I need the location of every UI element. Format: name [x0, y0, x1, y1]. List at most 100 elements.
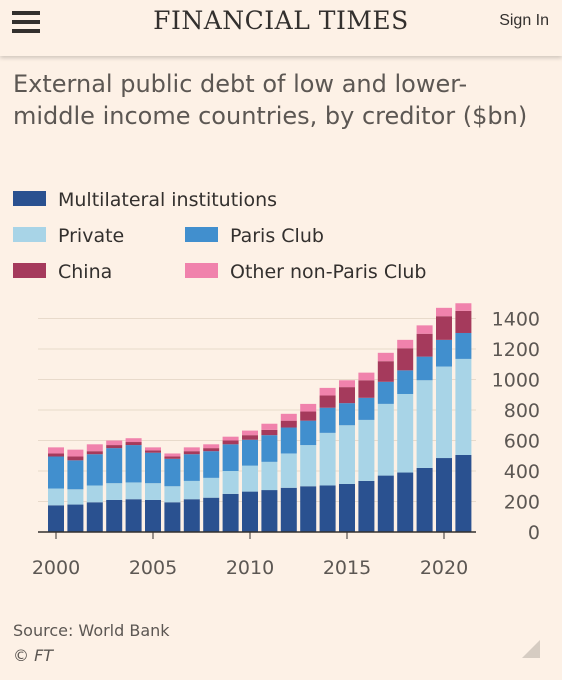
- x-tick-label: 2000: [32, 557, 80, 579]
- site-logo[interactable]: FINANCIAL TIMES: [153, 6, 409, 35]
- bar-private-2005: [145, 483, 161, 500]
- sign-in-link[interactable]: Sign In: [499, 12, 549, 29]
- x-tick-label: 2005: [129, 557, 177, 579]
- bar-private-2001: [67, 489, 84, 505]
- bar-paris-club-2008: [203, 451, 220, 478]
- bar-paris-club-2012: [280, 427, 297, 454]
- bar-multilateral-institutions-2013: [300, 486, 317, 532]
- bar-private-2011: [261, 461, 278, 491]
- expand-corner-icon[interactable]: [520, 638, 540, 658]
- y-tick-label: 1400: [492, 309, 540, 331]
- bar-multilateral-institutions-2008: [203, 497, 220, 532]
- bar-private-2020: [436, 366, 452, 459]
- bar-private-2016: [358, 419, 375, 481]
- bar-other-non-paris-club-2002: [86, 444, 103, 452]
- bar-china-2016: [358, 380, 375, 398]
- bar-multilateral-institutions-2004: [125, 499, 142, 532]
- bar-china-2017: [377, 361, 394, 382]
- bar-china-2001: [67, 456, 84, 461]
- bar-multilateral-institutions-2018: [397, 472, 414, 532]
- bar-private-2021: [455, 358, 472, 455]
- y-tick-label: 200: [504, 492, 540, 514]
- bar-china-2004: [125, 442, 142, 446]
- legend-swatch-multilateral-institutions: [13, 191, 46, 206]
- bar-private-2004: [125, 482, 142, 500]
- bar-china-2018: [397, 348, 414, 371]
- bar-private-2000: [48, 488, 64, 506]
- bar-paris-club-2017: [377, 381, 394, 404]
- bar-multilateral-institutions-2021: [455, 454, 472, 532]
- bar-private-2006: [164, 486, 181, 503]
- stacked-bar-chart: 0 200 400 600 800 1000 1200 1400 2000 2005 2010 201…: [32, 303, 540, 579]
- bar-china-2011: [261, 429, 278, 436]
- bar-multilateral-institutions-2012: [280, 487, 297, 532]
- bar-other-non-paris-club-2009: [222, 436, 239, 441]
- bar-china-2002: [86, 451, 103, 455]
- y-tick-label: 800: [504, 400, 540, 422]
- bar-china-2014: [319, 395, 336, 408]
- bar-private-2018: [397, 393, 414, 473]
- bar-china-2012: [280, 420, 297, 428]
- bar-paris-club-2002: [86, 454, 103, 486]
- bar-private-2012: [280, 453, 297, 488]
- bar-paris-club-2021: [455, 332, 472, 359]
- bar-china-2005: [145, 450, 161, 453]
- x-tick-label: 2020: [420, 557, 468, 579]
- bar-other-non-paris-club-2018: [397, 339, 414, 349]
- bar-multilateral-institutions-2014: [319, 485, 336, 532]
- bar-paris-club-2014: [319, 407, 336, 433]
- bar-paris-club-2010: [242, 439, 258, 466]
- bar-other-non-paris-club-2005: [145, 447, 161, 451]
- hamburger-menu-icon[interactable]: [12, 11, 40, 33]
- bar-paris-club-2007: [183, 454, 200, 481]
- bar-other-non-paris-club-2001: [67, 449, 84, 457]
- chart-title: External public debt of low and lower-mi…: [13, 70, 528, 130]
- bar-china-2013: [300, 411, 317, 421]
- x-tick-label: 2015: [323, 557, 371, 579]
- bar-multilateral-institutions-2010: [242, 491, 258, 532]
- bar-private-2002: [86, 485, 103, 503]
- bar-paris-club-2018: [397, 370, 414, 394]
- bar-multilateral-institutions-2002: [86, 502, 103, 532]
- bar-private-2009: [222, 471, 239, 494]
- bar-paris-club-2020: [436, 339, 452, 367]
- bar-other-non-paris-club-2016: [358, 372, 375, 381]
- bar-other-non-paris-club-2004: [125, 438, 142, 443]
- y-tick-label: 1000: [492, 370, 540, 392]
- bar-china-2009: [222, 440, 239, 445]
- bar-private-2008: [203, 477, 220, 498]
- bar-paris-club-2005: [145, 452, 161, 484]
- bar-private-2019: [416, 380, 433, 468]
- bar-private-2015: [339, 425, 355, 484]
- bar-multilateral-institutions-2009: [222, 493, 239, 532]
- bar-multilateral-institutions-2011: [261, 490, 278, 532]
- bar-paris-club-2004: [125, 445, 142, 483]
- bar-china-2010: [242, 435, 258, 440]
- bar-china-2019: [416, 333, 433, 357]
- legend-swatch-paris-club: [185, 227, 218, 242]
- bar-private-2007: [183, 480, 200, 500]
- bar-multilateral-institutions-2005: [145, 499, 161, 532]
- bar-paris-club-2006: [164, 458, 181, 487]
- legend-swatch-private: [13, 227, 46, 242]
- bar-china-2007: [183, 451, 200, 455]
- bar-multilateral-institutions-2006: [164, 502, 181, 532]
- bar-paris-club-2019: [416, 356, 433, 381]
- y-tick-label: 1200: [492, 339, 540, 361]
- bar-china-2006: [164, 456, 181, 459]
- bar-china-2015: [339, 387, 355, 404]
- bar-multilateral-institutions-2020: [436, 458, 452, 532]
- bar-paris-club-2015: [339, 403, 355, 426]
- legend-label: Other non-Paris Club: [230, 261, 427, 283]
- bar-china-2008: [203, 448, 220, 452]
- bar-multilateral-institutions-2019: [416, 467, 433, 532]
- bar-china-2000: [48, 453, 64, 457]
- bar-paris-club-2011: [261, 435, 278, 462]
- chart-legend: Multilateral institutions Private Paris Cl…: [13, 188, 553, 288]
- legend-swatch-china: [13, 263, 46, 278]
- bar-multilateral-institutions-2015: [339, 483, 355, 532]
- y-tick-label: 400: [504, 461, 540, 483]
- bar-china-2003: [106, 445, 123, 449]
- bar-multilateral-institutions-2000: [48, 505, 64, 532]
- legend-label: China: [58, 261, 113, 283]
